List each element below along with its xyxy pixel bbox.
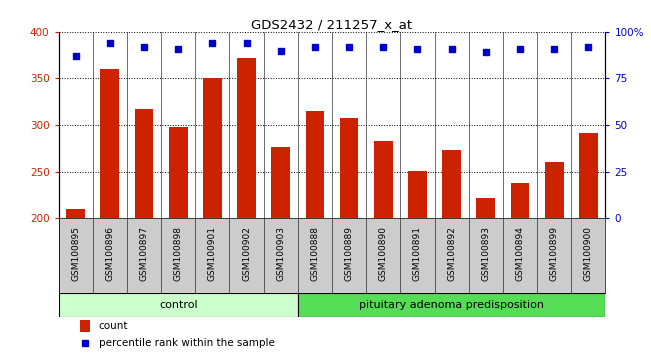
Text: GSM100900: GSM100900 [584,226,593,281]
Bar [59,293,298,316]
Text: GSM100888: GSM100888 [311,226,320,281]
Bar [81,320,90,332]
Text: GSM100899: GSM100899 [549,226,559,281]
Text: control: control [159,300,197,310]
Bar [66,209,85,218]
Bar [237,58,256,218]
Bar [340,118,359,218]
Bar [477,198,495,218]
Bar [510,183,529,218]
Bar [408,171,427,218]
Text: GSM100896: GSM100896 [105,226,115,281]
Bar [545,162,564,218]
Bar [374,141,393,218]
Bar [579,132,598,218]
Text: GSM100898: GSM100898 [174,226,183,281]
Text: GSM100903: GSM100903 [276,226,285,281]
Bar [271,147,290,218]
Text: GSM100895: GSM100895 [71,226,80,281]
Text: GSM100890: GSM100890 [379,226,388,281]
Text: pituitary adenoma predisposition: pituitary adenoma predisposition [359,300,544,310]
Bar [203,79,222,218]
Bar [442,150,461,218]
Text: percentile rank within the sample: percentile rank within the sample [98,338,274,348]
Bar [298,293,605,316]
Bar [135,109,154,218]
Text: GSM100897: GSM100897 [139,226,148,281]
Text: GSM100893: GSM100893 [481,226,490,281]
Bar [305,111,324,218]
Text: count: count [98,321,128,331]
Title: GDS2432 / 211257_x_at: GDS2432 / 211257_x_at [251,18,413,31]
Bar [100,69,119,218]
Bar [169,127,187,218]
Text: GSM100889: GSM100889 [344,226,353,281]
Text: GSM100902: GSM100902 [242,226,251,281]
Text: GSM100891: GSM100891 [413,226,422,281]
Text: GSM100892: GSM100892 [447,226,456,281]
Text: GSM100901: GSM100901 [208,226,217,281]
Text: GSM100894: GSM100894 [516,226,525,281]
